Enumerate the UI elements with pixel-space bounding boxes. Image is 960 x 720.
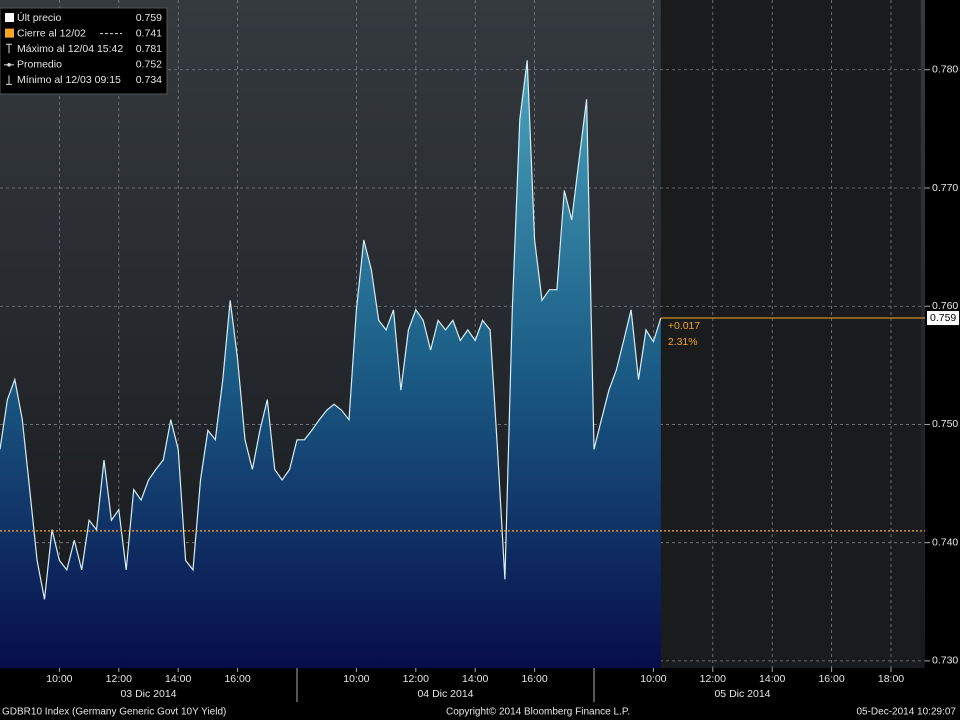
- x-tick-label: 12:00: [700, 673, 726, 685]
- x-tick-label: 16:00: [521, 673, 547, 685]
- footer-left: GDBR10 Index (Germany Generic Govt 10Y Y…: [2, 707, 226, 718]
- y-tick-label: 0.780: [932, 64, 958, 76]
- axes: 0.730 0.740 0.750 0.760 0.770 0.780 10:00 12:00…: [46, 64, 959, 702]
- x-tick-label: 10:00: [46, 673, 72, 685]
- y-tick-label: 0.770: [932, 182, 958, 194]
- legend-label: Últ precio: [17, 11, 62, 24]
- legend-label: Máximo al 12/04 15:42: [17, 43, 123, 55]
- legend-label: Promedio: [17, 59, 62, 71]
- x-tick-label: 10:00: [343, 673, 369, 685]
- plot: +0.017 2.31%: [0, 60, 925, 669]
- legend-icon: [5, 13, 14, 22]
- right-axis-band: [925, 0, 960, 705]
- y-tick-label: 0.740: [932, 536, 958, 548]
- day-label: 03 Dic 2014: [120, 688, 176, 700]
- legend-icon: [7, 63, 11, 67]
- legend-value: 0.759: [136, 12, 162, 24]
- legend-value: 0.752: [136, 59, 162, 71]
- x-tick-label: 18:00: [878, 673, 904, 685]
- change-percent-label: 2.31%: [668, 336, 698, 348]
- x-tick-label: 14:00: [759, 673, 785, 685]
- last-value-label: 0.759: [930, 312, 956, 324]
- x-tick-label: 14:00: [462, 673, 488, 685]
- future-region: [660, 0, 921, 668]
- legend: Últ precio 0.759 Cierre al 12/02 0.741 Máxim…: [0, 7, 168, 95]
- y-tick-label: 0.730: [932, 655, 958, 667]
- legend-label: Cierre al 12/02: [17, 27, 86, 39]
- line: [0, 60, 662, 600]
- x-tick-label: 16:00: [224, 673, 250, 685]
- x-tick-label: 14:00: [165, 673, 191, 685]
- day-label: 05 Dic 2014: [714, 688, 770, 700]
- area: [0, 60, 661, 669]
- footer-center: Copyright© 2014 Bloomberg Finance L.P.: [446, 707, 630, 718]
- last-value-box: [927, 311, 959, 326]
- legend-box: [0, 7, 168, 95]
- legend-icon: [6, 75, 12, 85]
- legend-label: Mínimo al 12/03 09:15: [17, 74, 121, 86]
- x-tick-label: 12:00: [403, 673, 429, 685]
- change-label: +0.017: [668, 320, 701, 332]
- footer-right: 05-Dec-2014 10:29:07: [856, 707, 956, 718]
- x-axis-band: [0, 668, 925, 705]
- legend-value: 0.781: [136, 43, 162, 55]
- legend-icon: [6, 43, 12, 54]
- x-tick-label: 16:00: [818, 673, 844, 685]
- legend-value: 0.734: [136, 74, 162, 86]
- legend-value: 0.741: [136, 27, 162, 39]
- y-tick-label: 0.750: [932, 418, 958, 430]
- day-label: 04 Dic 2014: [417, 688, 473, 700]
- x-tick-label: 10:00: [640, 673, 666, 685]
- x-tick-label: 12:00: [106, 673, 132, 685]
- legend-icon: [5, 28, 14, 38]
- y-tick-label: 0.760: [932, 300, 958, 312]
